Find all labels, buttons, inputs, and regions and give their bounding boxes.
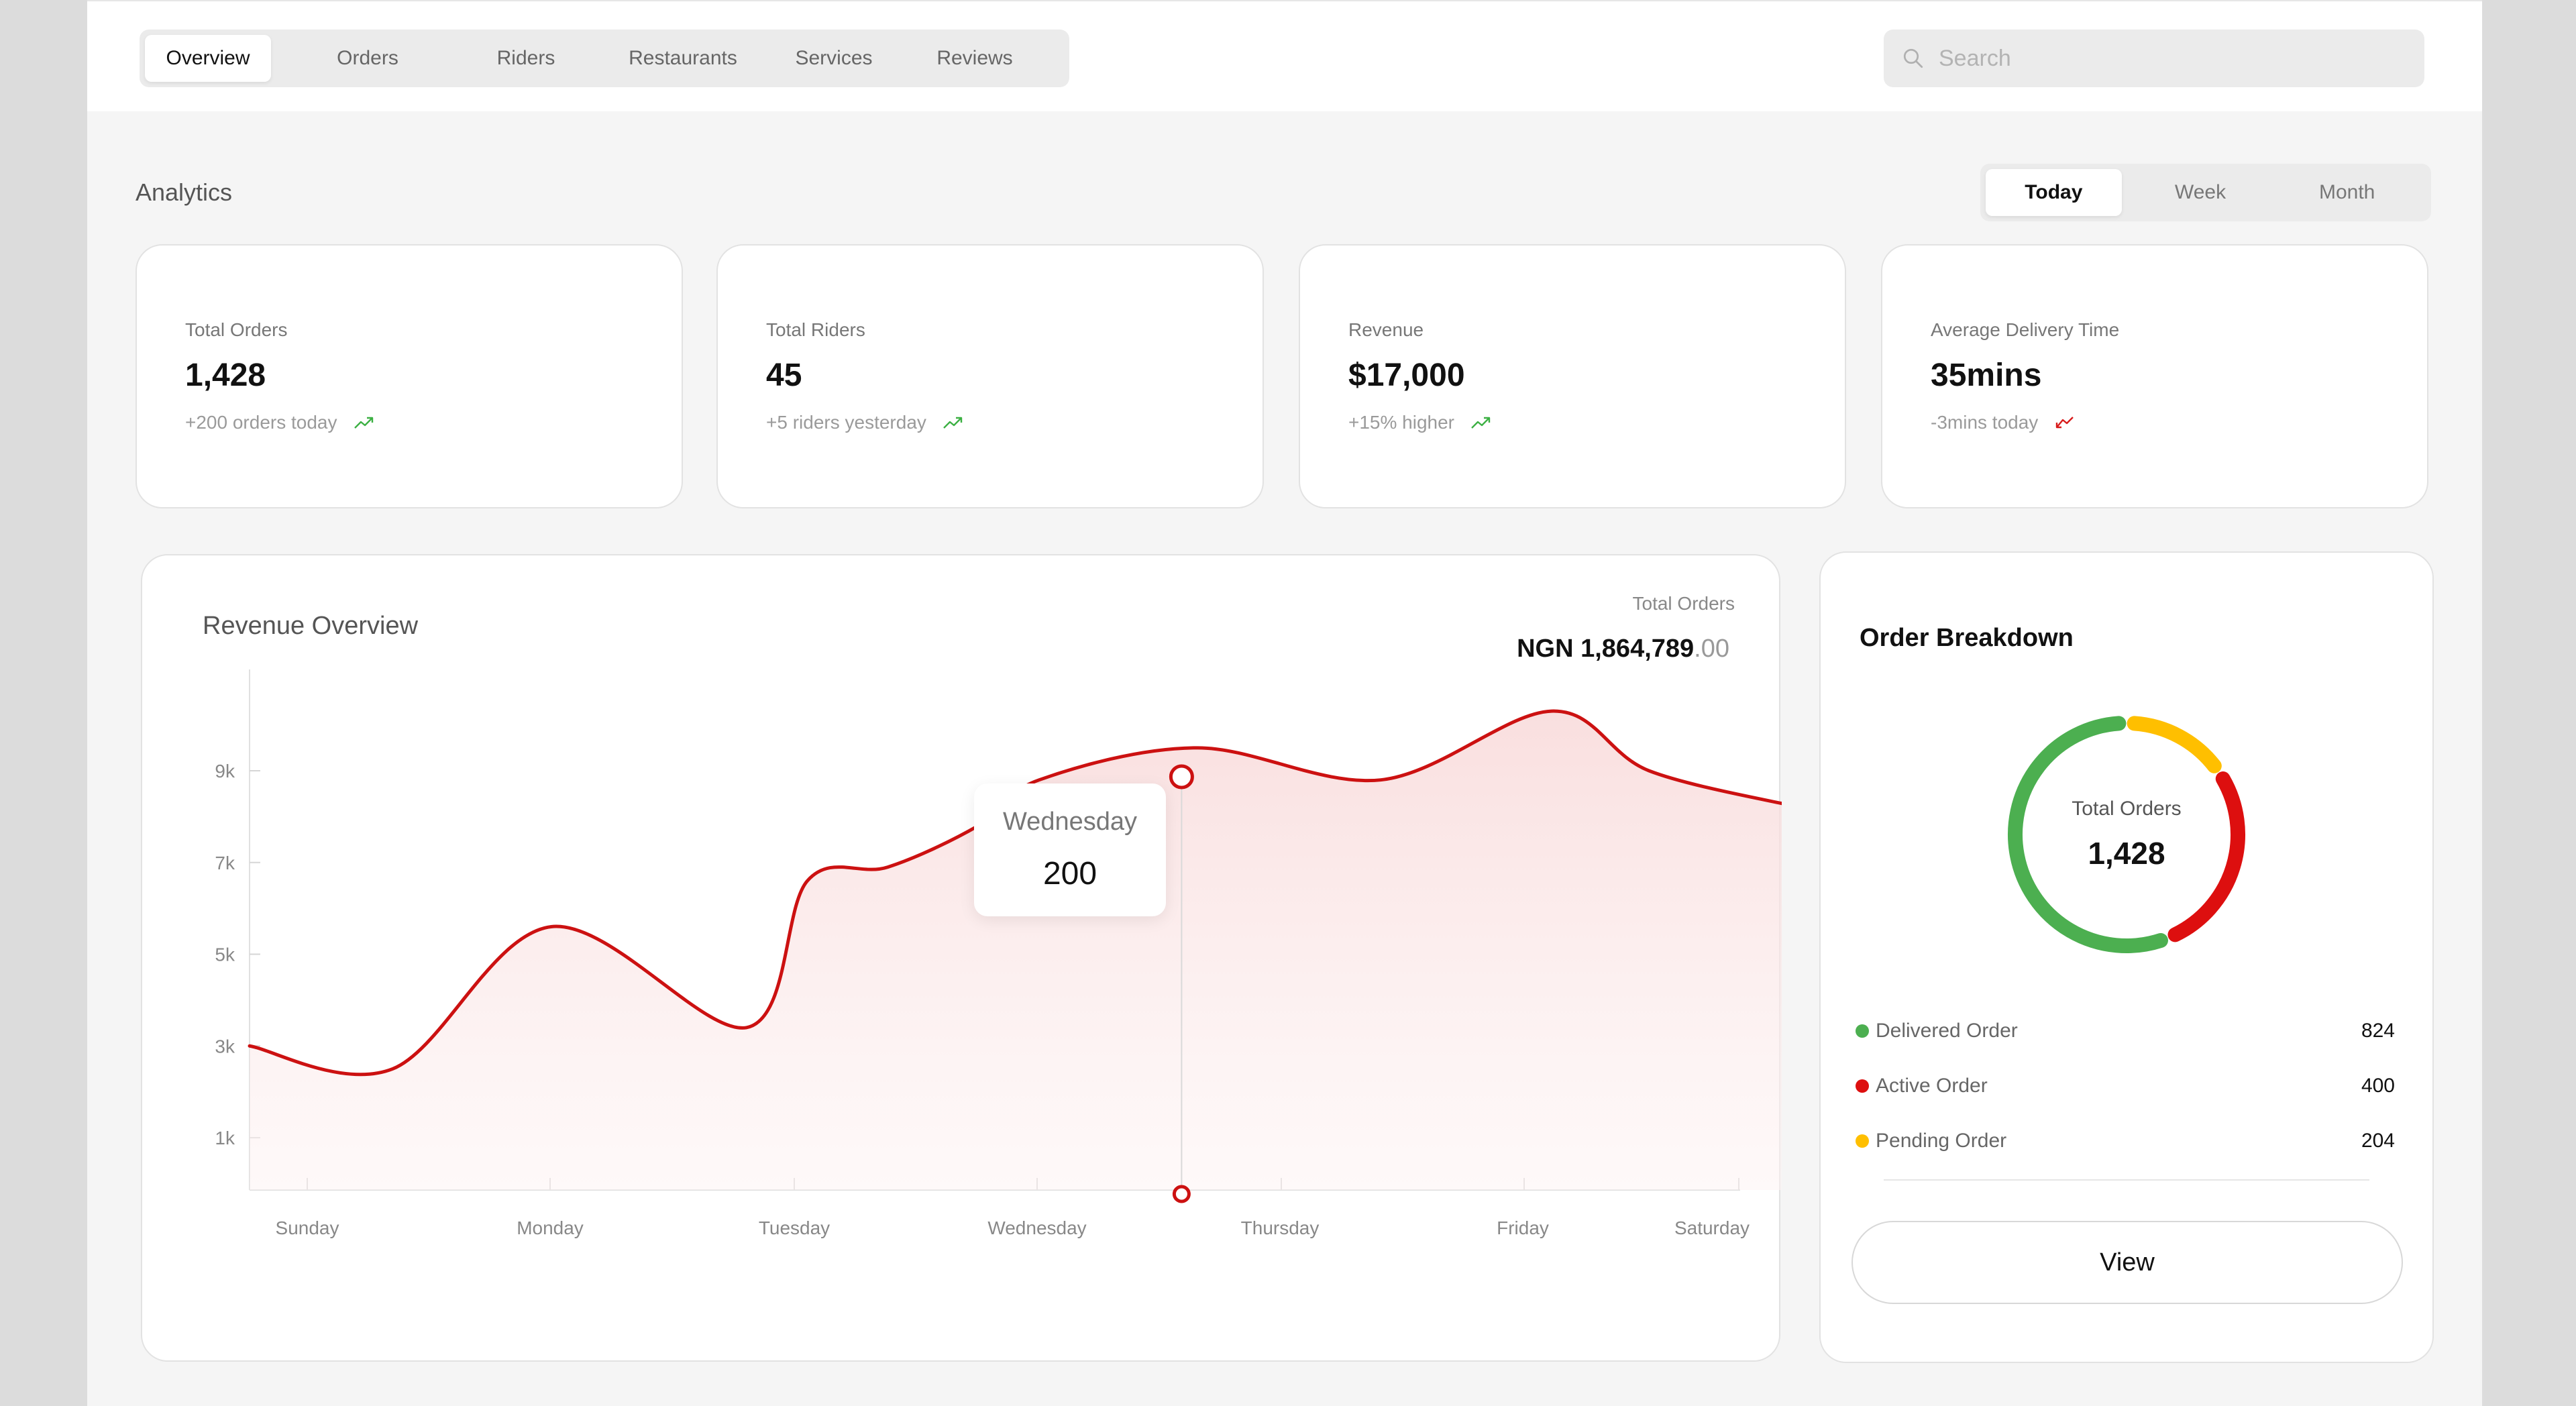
divider [1884, 1179, 2369, 1181]
revenue-overview-card: Revenue Overview Total Orders NGN 1,864,… [141, 554, 1782, 1362]
view-button[interactable]: View [1851, 1221, 2403, 1304]
trend-up-icon [354, 417, 373, 429]
period-toggle: Today Week Month [1980, 164, 2431, 221]
stat-card-revenue: Revenue $17,000 +15% higher [1299, 244, 1846, 508]
stat-value: $17,000 [1348, 358, 1465, 393]
stat-label: Revenue [1348, 319, 1424, 340]
trend-up-icon [1471, 417, 1491, 429]
tooltip-value: 200 [1042, 856, 1097, 891]
area-fill [250, 711, 1782, 1190]
tab-restaurants[interactable]: Restaurants [629, 47, 737, 69]
x-tick-label: Monday [517, 1218, 584, 1238]
tab-services[interactable]: Services [795, 47, 873, 69]
revenue-title: Revenue Overview [203, 612, 419, 640]
donut-slice-pending [2127, 716, 2222, 773]
x-tick-label: Wednesday [987, 1218, 1086, 1238]
stat-note-text: +15% higher [1348, 412, 1455, 433]
series-line [248, 709, 1782, 1077]
stat-card-total-orders: Total Orders 1,428 +200 orders today [136, 244, 683, 508]
legend-name: Delivered Order [1876, 1020, 2018, 1042]
search-icon [1903, 48, 1923, 68]
stat-label: Average Delivery Time [1931, 319, 2120, 340]
main-tabs: Overview Orders Riders Restaurants Servi… [140, 30, 1069, 87]
revenue-total-label: Total Orders [1632, 593, 1735, 614]
legend-item-delivered: Delivered Order 824 [1856, 1004, 2395, 1059]
order-donut-chart [2008, 716, 2245, 953]
period-today[interactable]: Today [1986, 169, 2122, 216]
stat-note-text: +5 riders yesterday [766, 412, 926, 433]
search-box [1884, 30, 2424, 87]
stat-note: +200 orders today [185, 412, 375, 433]
stat-card-total-riders: Total Riders 45 +5 riders yesterday [716, 244, 1264, 508]
stat-note: +15% higher [1348, 412, 1492, 433]
breakdown-legend: Delivered Order 824 Active Order 400 Pen… [1856, 1004, 2395, 1169]
legend-dot [1856, 1134, 1869, 1148]
trend-down-icon [2056, 417, 2074, 429]
revenue-total-decimal: .00 [1694, 635, 1729, 663]
y-tick-label: 9k [215, 761, 235, 781]
stat-value: 1,428 [185, 358, 266, 393]
highlight-point [1169, 764, 1194, 790]
y-tick-label: 1k [215, 1128, 235, 1148]
period-week[interactable]: Week [2174, 181, 2226, 203]
legend-count: 824 [2361, 1020, 2395, 1042]
top-bar: Overview Orders Riders Restaurants Servi… [87, 0, 2482, 111]
revenue-total-value: NGN 1,864,789.00 [1517, 635, 1729, 663]
tab-overview[interactable]: Overview [145, 35, 271, 82]
legend-count: 400 [2361, 1075, 2395, 1097]
search-input[interactable] [1939, 45, 2408, 72]
stat-value: 35mins [1931, 358, 2042, 393]
legend-dot [1856, 1024, 1869, 1038]
tab-riders[interactable]: Riders [496, 47, 555, 69]
donut-slice-active [2167, 771, 2245, 942]
legend-name: Active Order [1876, 1075, 1988, 1097]
x-tick-label: Sunday [276, 1218, 339, 1238]
chart-tooltip: Wednesday 200 [974, 783, 1166, 916]
revenue-total-amount: NGN 1,864,789 [1517, 635, 1695, 663]
section-title: Analytics [136, 178, 233, 206]
donut-center-label: Total Orders [2072, 798, 2182, 820]
y-tick-label: 3k [215, 1036, 235, 1057]
donut-center-value: 1,428 [2088, 836, 2165, 871]
order-breakdown-card: Order Breakdown Total Orders 1,428 Deliv… [1819, 551, 2434, 1363]
period-month[interactable]: Month [2318, 181, 2375, 203]
trend-up-icon [943, 417, 963, 429]
stat-note: +5 riders yesterday [766, 412, 964, 433]
legend-item-pending: Pending Order 204 [1856, 1114, 2395, 1169]
revenue-chart: 1k 3k 5k 7k 9k Sunday Monday Tuesday Wednesday Th… [215, 669, 1782, 1238]
stat-label: Total Orders [185, 319, 288, 340]
x-tick-label: Saturday [1674, 1218, 1750, 1238]
tab-orders[interactable]: Orders [337, 47, 398, 69]
breakdown-title: Order Breakdown [1860, 624, 2074, 652]
stat-card-avg-delivery: Average Delivery Time 35mins -3mins toda… [1881, 244, 2428, 508]
legend-name: Pending Order [1876, 1130, 2007, 1152]
stat-note: -3mins today [1931, 412, 2076, 433]
stat-value: 45 [766, 358, 802, 393]
x-tick-label: Tuesday [759, 1218, 830, 1238]
legend-dot [1856, 1079, 1869, 1093]
app-window: Overview Orders Riders Restaurants Servi… [87, 0, 2482, 1406]
stat-label: Total Riders [766, 319, 865, 340]
donut-center: Total Orders 1,428 [2000, 708, 2253, 961]
x-tick-label: Friday [1497, 1218, 1549, 1238]
tooltip-day: Wednesday [1003, 808, 1137, 836]
tab-reviews[interactable]: Reviews [936, 47, 1013, 69]
x-tick-label: Thursday [1241, 1218, 1320, 1238]
stat-note-text: +200 orders today [185, 412, 337, 433]
legend-item-active: Active Order 400 [1856, 1059, 2395, 1114]
stat-note-text: -3mins today [1931, 412, 2039, 433]
legend-count: 204 [2361, 1130, 2395, 1152]
highlight-axis-marker [1172, 1185, 1191, 1203]
donut-slice-delivered [2008, 716, 2168, 953]
y-tick-label: 7k [215, 853, 235, 873]
y-tick-label: 5k [215, 944, 235, 965]
